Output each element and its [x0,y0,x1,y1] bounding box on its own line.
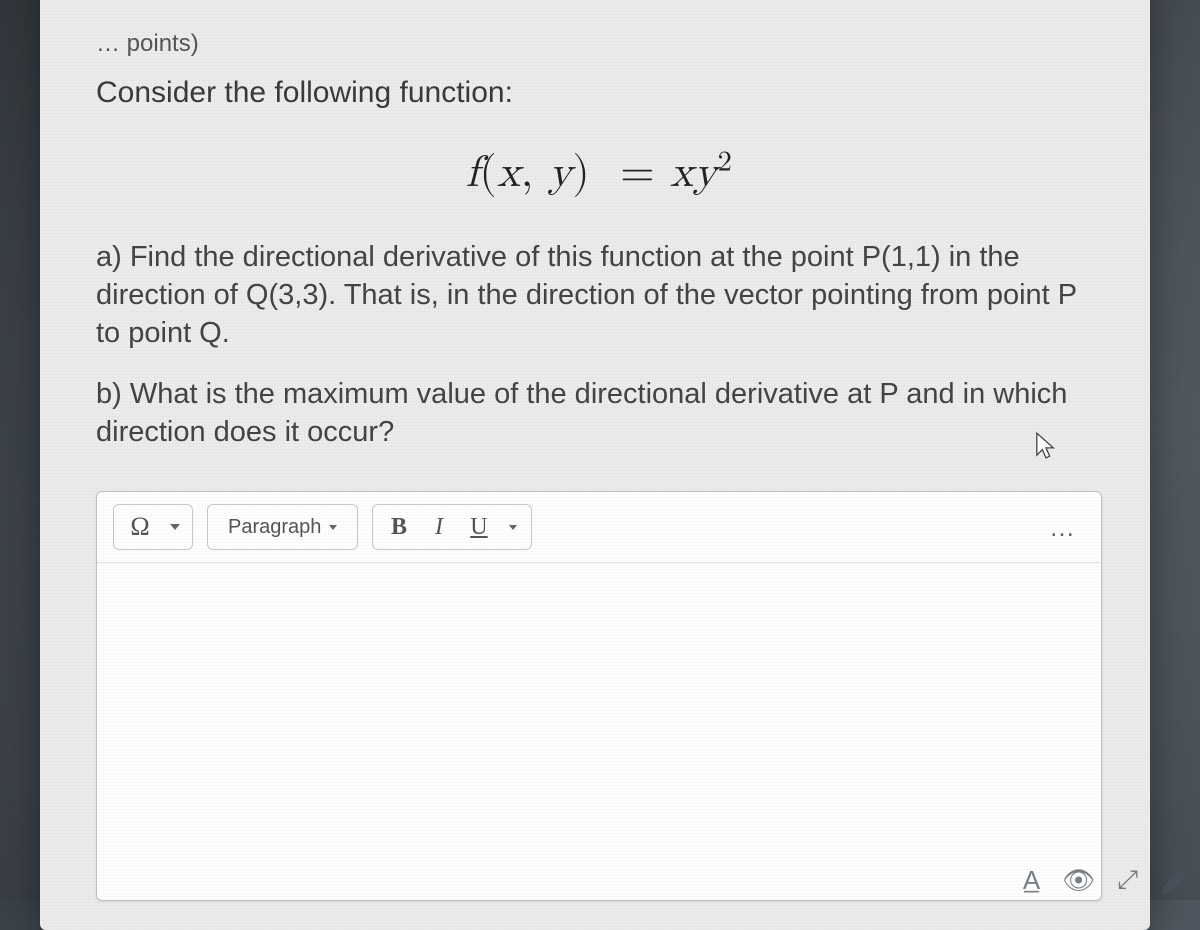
italic-button[interactable]: I [419,508,459,546]
underline-button[interactable]: U [459,508,499,546]
paragraph-label: Paragraph [228,516,321,539]
chevron-down-icon [509,525,517,530]
chevron-down-icon [170,524,180,530]
italic-icon: I [435,514,443,541]
editor-toolbar: Ω Paragraph B I U [97,492,1101,563]
paragraph-style-dropdown[interactable]: Paragraph [214,508,351,546]
question-part-a: a) Find the directional derivative of th… [96,238,1102,353]
keyboard-group: Ω [113,504,193,550]
keyboard-dropdown[interactable] [160,508,186,546]
truncated-header: … points) [96,30,1102,58]
editor-textarea[interactable] [97,563,1101,899]
bold-icon: B [391,514,407,541]
chevron-down-icon [329,525,337,530]
pen-tool-icon [1160,868,1188,896]
format-more-dropdown[interactable] [499,508,525,546]
bold-button[interactable]: B [379,508,419,546]
underline-icon: U [470,514,487,541]
toolbar-more-button[interactable]: … [1041,512,1085,543]
format-group: B I U [372,504,532,550]
formula-row: f(x, y) = xy2 [96,144,1102,200]
function-formula: f(x, y) = xy2 [466,151,733,195]
omega-icon: Ω [130,512,149,542]
question-page: … points) Consider the following functio… [40,0,1150,930]
paragraph-group: Paragraph [207,504,358,550]
question-part-b: b) What is the maximum value of the dire… [96,375,1102,452]
question-intro: Consider the following function: [96,76,1102,110]
answer-editor: Ω Paragraph B I U [96,491,1102,901]
insert-symbol-button[interactable]: Ω [120,508,160,546]
